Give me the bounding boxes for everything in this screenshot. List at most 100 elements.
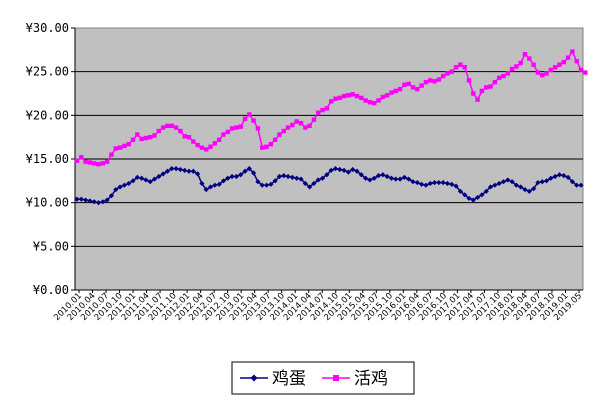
data-point: [431, 179, 438, 186]
data-point: [578, 182, 584, 188]
data-point: [117, 184, 123, 190]
data-point: [156, 173, 162, 180]
series-line-1: [77, 167, 581, 204]
data-point: [147, 179, 153, 185]
data-point: [574, 182, 580, 188]
data-point: [380, 172, 386, 178]
data-point: [484, 85, 489, 90]
data-point: [220, 178, 227, 184]
data-point: [410, 85, 416, 90]
data-point: [139, 136, 144, 142]
data-point: [436, 179, 442, 186]
data-point: [367, 177, 373, 183]
data-point: [225, 129, 230, 135]
data-point: [389, 90, 394, 95]
data-point: [419, 83, 424, 88]
data-point: [501, 73, 506, 79]
y-tick-label: ¥15.00: [26, 152, 69, 166]
data-point: [246, 166, 252, 172]
data-point: [440, 73, 446, 79]
data-point: [462, 65, 467, 70]
data-point: [113, 146, 118, 151]
x-axis: 2010.012010.042010.072010.102011.012011.…: [52, 289, 584, 323]
data-point: [130, 137, 136, 142]
data-point: [259, 182, 265, 188]
data-point: [251, 118, 256, 123]
data-point: [578, 67, 584, 73]
data-point: [281, 172, 287, 179]
y-tick-label: ¥0.00: [33, 283, 69, 297]
data-point: [303, 125, 308, 130]
data-point: [397, 86, 403, 92]
legend-marker-2: [333, 375, 339, 381]
data-point: [513, 182, 519, 188]
data-point: [87, 198, 93, 204]
y-axis: ¥0.00 ¥5.00 ¥10.00 ¥15.00 ¥20.00 ¥25.00 ¥30.00: [26, 21, 76, 297]
data-point: [350, 92, 355, 97]
data-point: [109, 152, 114, 157]
data-point: [380, 94, 386, 100]
data-point: [195, 142, 200, 148]
data-point: [427, 180, 433, 187]
data-point: [393, 88, 398, 94]
data-point: [143, 177, 149, 183]
data-point: [574, 58, 579, 64]
data-point: [531, 62, 536, 67]
data-point: [100, 161, 106, 166]
data-point: [565, 174, 571, 180]
data-point: [444, 180, 451, 187]
y-tick-label: ¥30.00: [26, 21, 69, 35]
data-point: [518, 60, 523, 66]
data-point: [307, 123, 312, 129]
data-point: [406, 81, 411, 87]
data-point: [518, 184, 524, 190]
data-point: [148, 134, 153, 140]
data-point: [496, 75, 502, 80]
data-point: [117, 145, 123, 150]
data-point: [552, 65, 558, 70]
data-point: [229, 126, 235, 131]
data-point: [242, 168, 248, 174]
data-point: [212, 182, 218, 188]
data-point: [311, 117, 317, 122]
data-point: [372, 100, 377, 106]
data-point: [130, 178, 136, 184]
data-point: [164, 168, 171, 174]
data-point: [79, 155, 84, 160]
data-point: [247, 112, 252, 117]
data-point: [505, 71, 510, 76]
data-point: [255, 126, 261, 131]
data-point: [199, 180, 205, 187]
data-point: [264, 144, 269, 149]
data-point: [272, 137, 278, 142]
data-point: [143, 135, 149, 141]
data-point: [96, 162, 101, 167]
series-group: [74, 49, 588, 206]
data-point: [182, 134, 187, 139]
data-point: [543, 178, 550, 184]
data-point: [397, 176, 403, 182]
data-point: [169, 123, 174, 129]
data-point: [281, 128, 286, 134]
data-point: [276, 173, 283, 180]
data-point: [337, 166, 343, 173]
data-point: [152, 133, 157, 138]
data-point: [384, 93, 390, 98]
data-point: [341, 167, 347, 173]
y-tick-label: ¥25.00: [26, 65, 69, 79]
legend-label-2: 活鸡: [354, 369, 388, 389]
data-point: [509, 66, 515, 72]
legend: 鸡蛋 活鸡: [231, 361, 415, 395]
data-point: [83, 159, 88, 164]
data-point: [135, 132, 140, 137]
data-point: [190, 168, 196, 174]
data-point: [471, 91, 476, 96]
y-tick-label: ¥5.00: [33, 239, 69, 253]
data-point: [466, 195, 472, 201]
data-point: [199, 145, 205, 150]
data-point: [332, 166, 339, 172]
data-point: [126, 141, 131, 147]
data-point: [216, 137, 222, 142]
data-point: [535, 70, 541, 75]
